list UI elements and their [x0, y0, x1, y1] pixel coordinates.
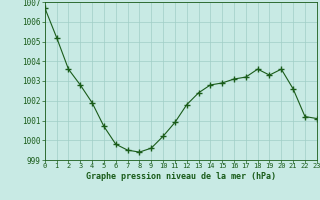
X-axis label: Graphe pression niveau de la mer (hPa): Graphe pression niveau de la mer (hPa)	[86, 172, 276, 181]
